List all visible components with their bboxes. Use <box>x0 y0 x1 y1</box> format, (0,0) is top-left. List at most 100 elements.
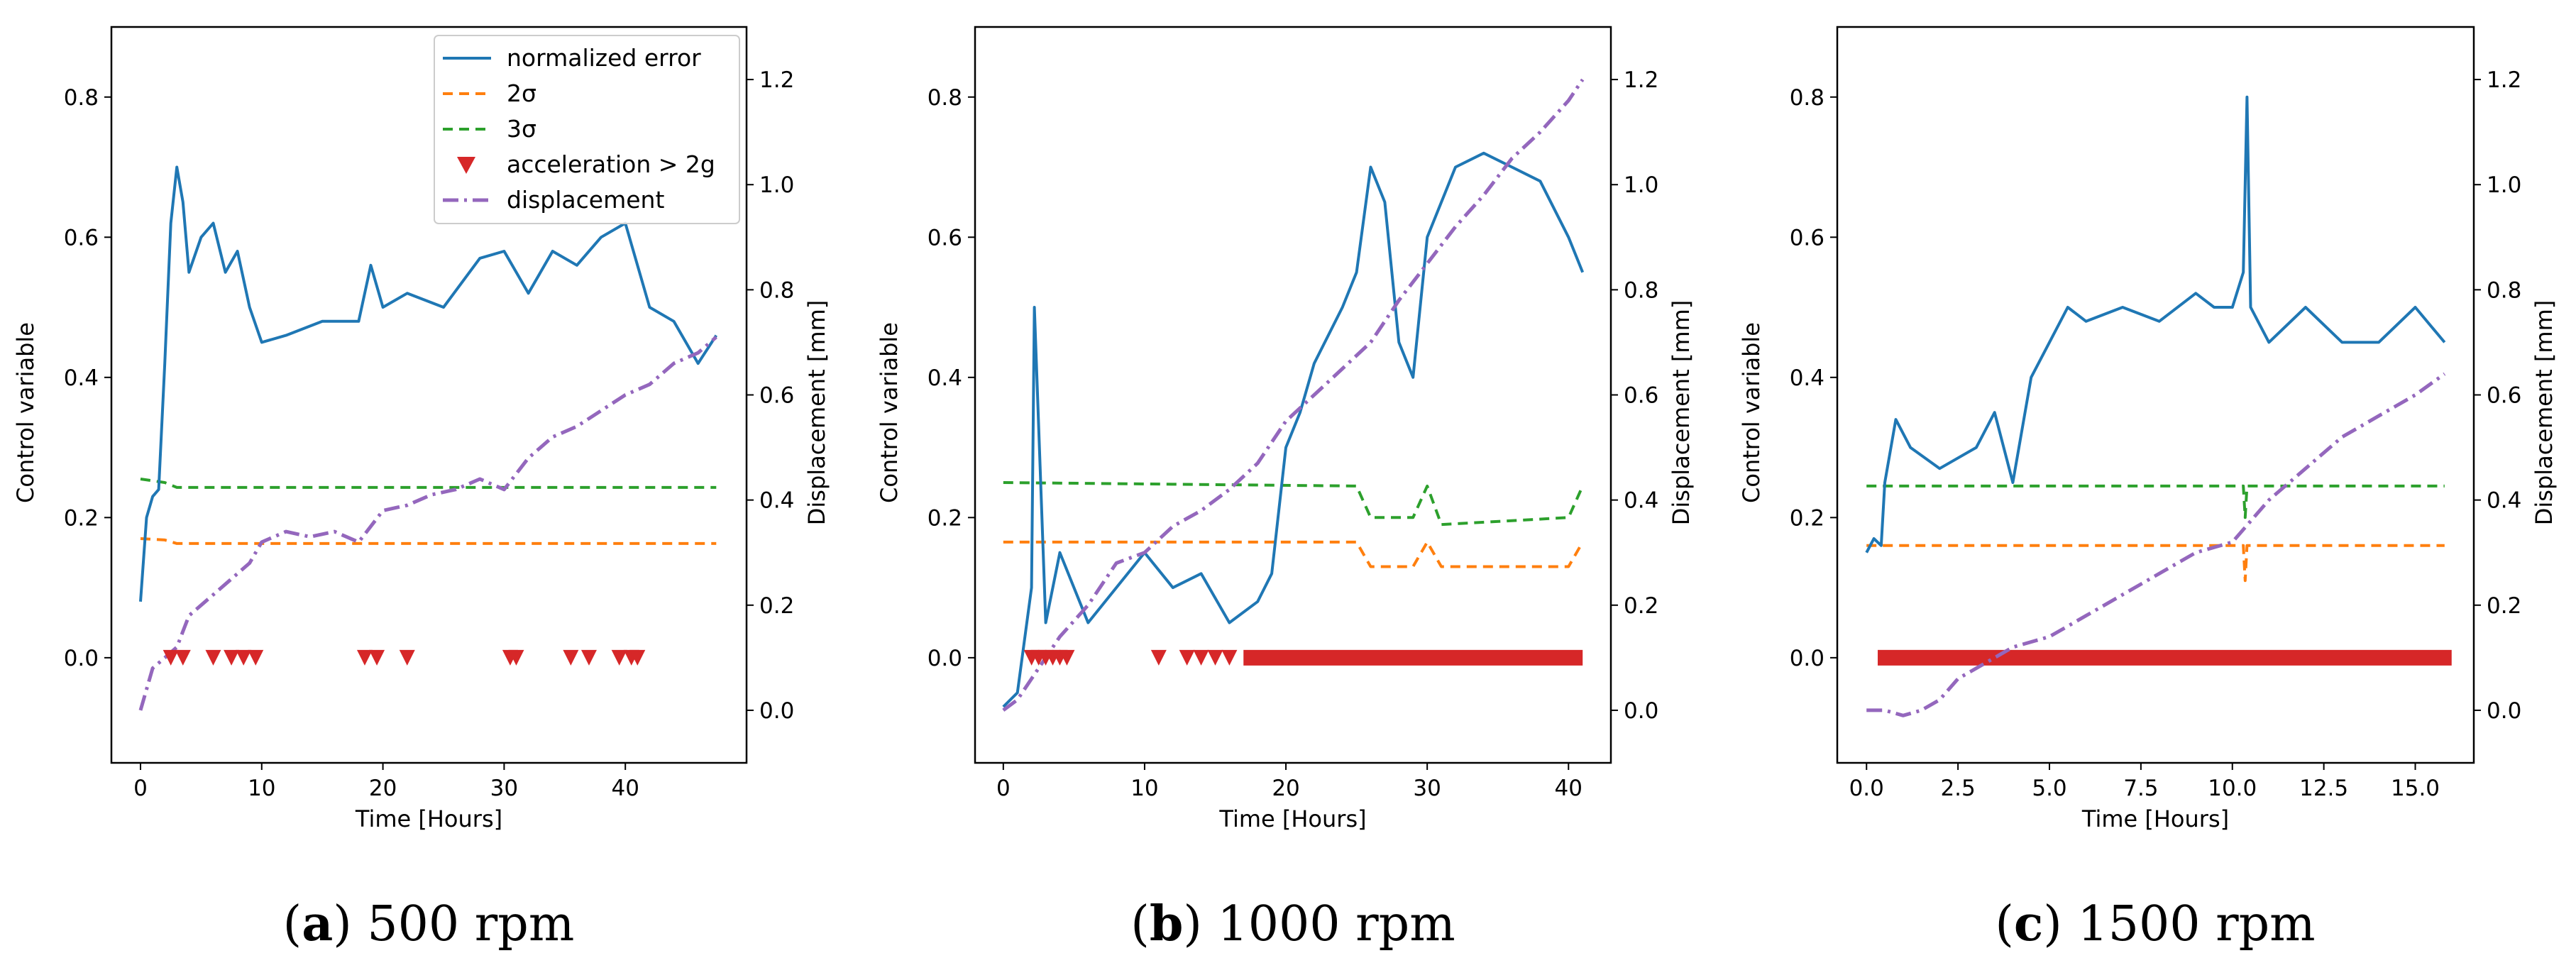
legend-label-acceleration: acceleration > 2g <box>507 150 715 178</box>
series-line-displacement <box>1866 372 2446 717</box>
y2-axis-label: Displacement [mm] <box>2531 300 2558 525</box>
x-axis-label: Time [Hours] <box>2081 805 2229 832</box>
x-tick-label: 30 <box>1413 776 1441 801</box>
x-tick-label: 10.0 <box>2208 776 2257 801</box>
acceleration-marker <box>1150 649 1167 666</box>
series-line-2- <box>140 537 717 545</box>
y-axis-label: Control variable <box>876 322 903 503</box>
x-tick-label: 20 <box>369 776 397 801</box>
series-line-2- <box>1003 540 1584 568</box>
acceleration-marker <box>369 649 385 666</box>
acceleration-marker <box>236 649 252 666</box>
y-tick-label: 0.2 <box>928 505 962 531</box>
x-tick-label: 5.0 <box>2032 776 2066 801</box>
y2-tick-label: 0.4 <box>759 488 794 514</box>
y2-tick-label: 1.2 <box>2487 67 2521 93</box>
y2-tick-label: 1.0 <box>759 172 794 198</box>
acceleration-marker <box>611 649 627 666</box>
chart-panel-3: 0.0 2.5 5.0 7.5 10.0 12.5 15.0 0.0 0.2 0.4 0.6 0.8 0… <box>1738 26 2558 952</box>
acceleration-marker <box>1193 649 1209 666</box>
acceleration-marker-band <box>1243 649 1583 666</box>
series-line-3- <box>140 478 717 489</box>
y-tick-label: 0.8 <box>928 85 962 111</box>
y2-tick-label: 0.4 <box>2487 488 2521 514</box>
y2-tick-label: 0.2 <box>1624 593 1658 619</box>
y-tick-label: 0.6 <box>1790 225 1824 250</box>
y2-tick-label: 1.0 <box>2487 172 2521 198</box>
acceleration-marker <box>175 649 191 666</box>
x-tick-label: 30 <box>490 776 518 801</box>
acceleration-marker <box>629 649 646 666</box>
y2-tick-label: 0.0 <box>759 698 794 724</box>
acceleration-marker <box>580 649 597 666</box>
x-tick-label: 40 <box>611 776 639 801</box>
legend-label-normalized-error: normalized error <box>507 44 701 72</box>
y2-tick-label: 1.2 <box>1624 67 1658 93</box>
x-tick-label: 0 <box>996 776 1011 801</box>
legend: normalized error 2σ 3σ acceleration > 2g dis… <box>434 35 740 224</box>
series-line-2- <box>1866 544 2445 583</box>
y-tick-label: 0.0 <box>1790 646 1824 671</box>
y-tick-label: 0.4 <box>64 365 99 391</box>
chart-panel-1: 0 10 20 30 40 0.0 0.2 0.4 0.6 0.8 0.0 0.2 0.4 0.6 0.8 1… <box>12 26 830 952</box>
y2-tick-label: 0.8 <box>759 277 794 303</box>
x-tick-label: 0.0 <box>1849 776 1884 801</box>
panel-caption: (a) 500 rpm <box>283 896 575 952</box>
plot-area <box>138 165 717 711</box>
series-line-displacement <box>138 336 717 711</box>
y-tick-label: 0.4 <box>1790 365 1824 391</box>
y-axis-label: Control variable <box>12 322 39 503</box>
y2-tick-label: 0.6 <box>759 383 794 409</box>
y2-tick-label: 0.8 <box>1624 277 1658 303</box>
y2-tick-label: 0.4 <box>1624 488 1658 514</box>
axes-frame <box>110 26 748 764</box>
y2-tick-label: 0.2 <box>759 593 794 619</box>
series-line-displacement <box>1002 78 1585 712</box>
y2-tick-label: 0.8 <box>2487 277 2521 303</box>
acceleration-marker <box>356 649 373 666</box>
y-tick-label: 0.2 <box>64 505 99 531</box>
legend-marker-acceleration <box>457 157 475 174</box>
legend-box <box>434 35 740 224</box>
y-tick-label: 0.6 <box>928 225 962 250</box>
panel-caption: (c) 1500 rpm <box>1995 896 2315 952</box>
y2-axis-label: Displacement [mm] <box>1668 300 1695 525</box>
acceleration-marker <box>1059 649 1075 666</box>
y2-tick-label: 0.0 <box>1624 698 1658 724</box>
y-tick-label: 0.2 <box>1790 505 1824 531</box>
acceleration-marker <box>248 649 264 666</box>
legend-label-three-sigma: 3σ <box>507 115 536 143</box>
y2-tick-label: 0.6 <box>2487 383 2521 409</box>
y-tick-label: 0.0 <box>64 646 99 671</box>
series-line-normalized-error <box>139 165 717 602</box>
acceleration-marker <box>205 649 221 666</box>
y2-axis-label: Displacement [mm] <box>803 300 830 525</box>
y-axis-label: Control variable <box>1738 322 1765 503</box>
x-tick-label: 40 <box>1555 776 1583 801</box>
y2-tick-label: 1.0 <box>1624 172 1658 198</box>
x-tick-label: 10 <box>1130 776 1158 801</box>
series-line-normalized-error <box>1865 95 2446 554</box>
acceleration-marker <box>399 649 415 666</box>
axes-frame <box>1836 26 2475 764</box>
plot-area <box>1865 95 2452 717</box>
acceleration-marker <box>508 649 524 666</box>
x-tick-label: 7.5 <box>2123 776 2158 801</box>
chart-panel-2: 0 10 20 30 40 0.0 0.2 0.4 0.6 0.8 0.0 0.2 0.4 0.6 0.8 1… <box>876 26 1695 952</box>
y2-tick-label: 0.0 <box>2487 698 2521 724</box>
x-tick-label: 20 <box>1272 776 1299 801</box>
axes-frame <box>974 26 1612 764</box>
y-tick-label: 0.0 <box>928 646 962 671</box>
acceleration-marker-band <box>1878 649 2452 666</box>
acceleration-marker <box>163 649 179 666</box>
series-line-3- <box>1003 481 1585 527</box>
series-line-normalized-error <box>1002 151 1585 708</box>
x-axis-label: Time [Hours] <box>355 805 502 832</box>
x-tick-label: 0 <box>133 776 148 801</box>
x-tick-label: 15.0 <box>2391 776 2440 801</box>
x-tick-label: 12.5 <box>2299 776 2348 801</box>
legend-label-two-sigma: 2σ <box>507 79 536 107</box>
plot-area <box>1002 78 1585 712</box>
y-tick-label: 0.6 <box>64 225 99 250</box>
